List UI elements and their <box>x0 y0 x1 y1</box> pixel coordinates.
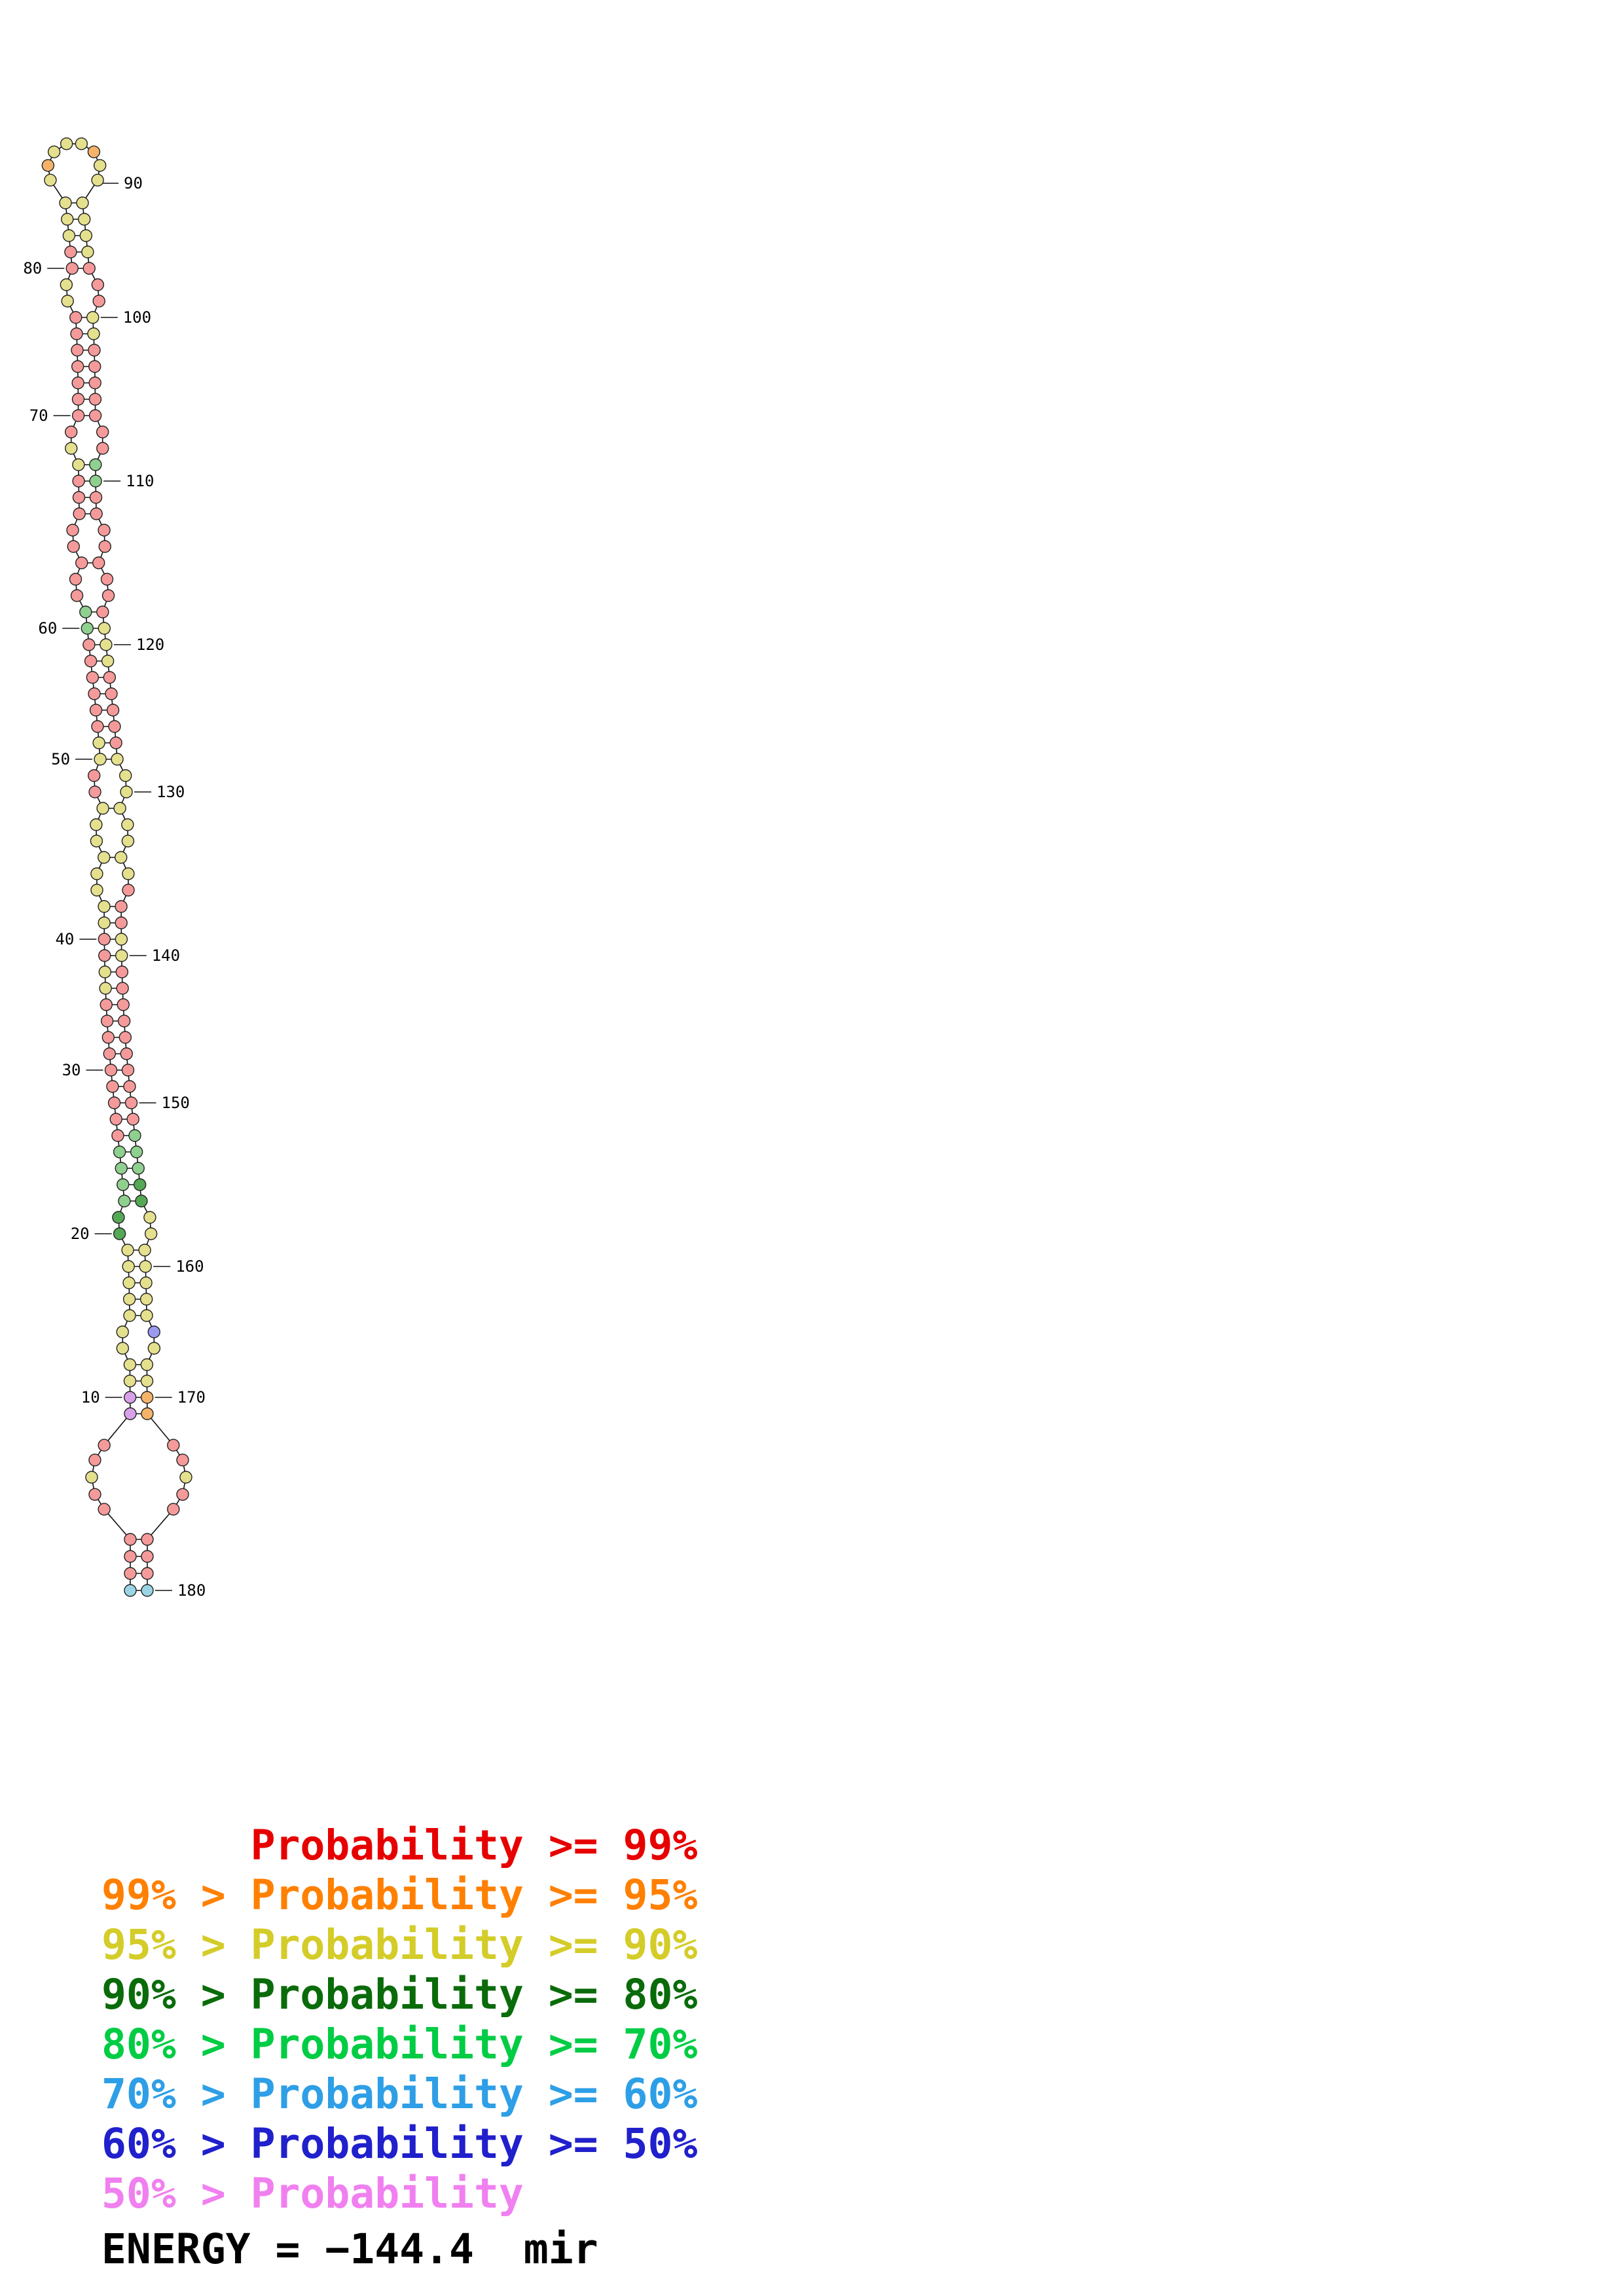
svg-text:170: 170 <box>177 1388 206 1407</box>
legend-line: 99% > Probability >= 95% <box>101 1871 698 1919</box>
svg-text:60: 60 <box>38 619 57 637</box>
probability-legend: Probability >= 99% 99% > Probability >= 9… <box>101 1821 697 2219</box>
svg-text:20: 20 <box>71 1225 90 1243</box>
svg-text:80: 80 <box>23 259 42 278</box>
svg-text:90: 90 <box>124 174 143 192</box>
legend-line: 90% > Probability >= 80% <box>101 1971 698 2018</box>
svg-text:40: 40 <box>55 930 74 948</box>
svg-text:180: 180 <box>177 1581 206 1600</box>
legend-line: 70% > Probability >= 60% <box>101 2070 698 2118</box>
svg-text:120: 120 <box>136 636 164 654</box>
legend-line: 50% > Probability <box>101 2170 524 2217</box>
svg-text:160: 160 <box>175 1257 204 1276</box>
svg-text:100: 100 <box>123 308 151 327</box>
svg-text:50: 50 <box>51 750 70 768</box>
svg-text:140: 140 <box>152 946 180 965</box>
svg-text:150: 150 <box>162 1094 190 1112</box>
legend-line: Probability >= 99% <box>101 1821 698 1869</box>
legend-line: 80% > Probability >= 70% <box>101 2020 698 2068</box>
svg-text:110: 110 <box>126 472 154 490</box>
svg-text:130: 130 <box>156 783 185 801</box>
svg-text:30: 30 <box>62 1061 81 1079</box>
rna-secondary-structure-diagram: 90 80 100 70 110 60 120 50 130 40 140 30 150 20 160 10 1… <box>23 137 206 1600</box>
energy-label: ENERGY = −144.4 mir <box>101 2225 598 2273</box>
legend-line: 95% > Probability >= 90% <box>101 1921 698 1969</box>
svg-text:10: 10 <box>81 1388 100 1407</box>
svg-text:70: 70 <box>29 406 48 425</box>
legend-line: 60% > Probability >= 50% <box>101 2120 698 2168</box>
